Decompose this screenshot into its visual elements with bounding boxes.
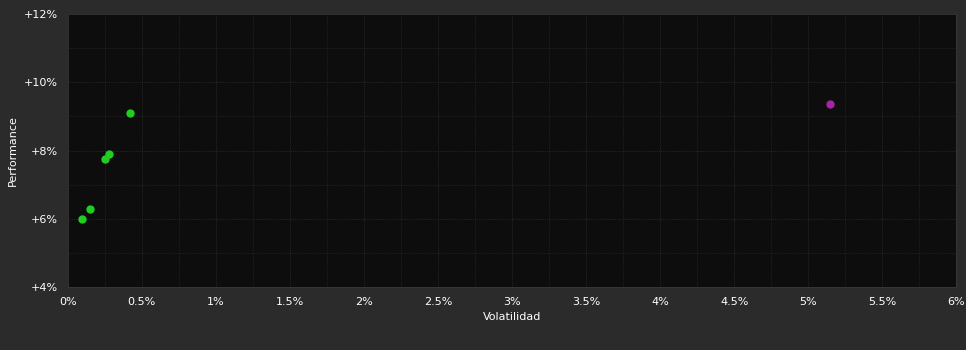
Point bbox=[97, 156, 112, 162]
Point bbox=[74, 216, 90, 222]
Point bbox=[122, 110, 137, 116]
Point bbox=[82, 206, 98, 211]
Y-axis label: Performance: Performance bbox=[9, 115, 18, 186]
Point bbox=[823, 102, 838, 107]
X-axis label: Volatilidad: Volatilidad bbox=[483, 312, 541, 322]
Point bbox=[101, 151, 117, 157]
